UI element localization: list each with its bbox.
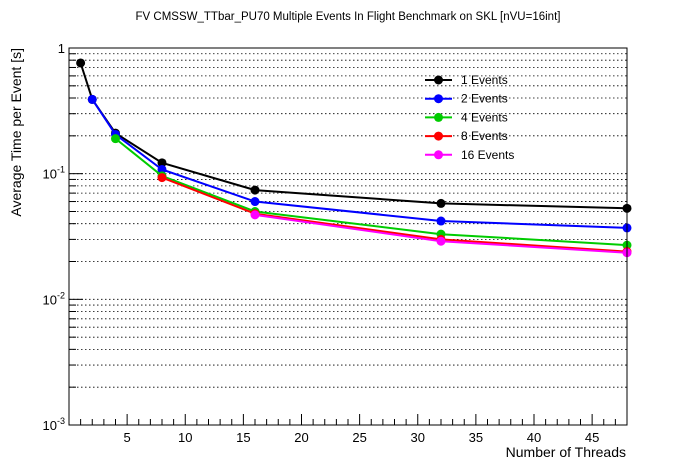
y-tick-exponent: -2 xyxy=(57,290,65,300)
y-tick-label: 10-3 xyxy=(43,416,65,433)
x-axis-label: Number of Threads xyxy=(506,444,626,460)
legend-entry: 1 Events xyxy=(461,73,508,87)
data-point xyxy=(250,197,260,207)
x-tick-label: 10 xyxy=(178,430,192,445)
x-tick-label: 30 xyxy=(411,430,425,445)
legend-marker xyxy=(434,112,443,122)
legend-entry: 16 Events xyxy=(461,148,514,162)
y-tick-mantissa: 10 xyxy=(43,292,57,307)
legend-entry: 2 Events xyxy=(461,92,508,106)
y-tick-exponent: -1 xyxy=(57,165,65,175)
y-tick-mantissa: 1 xyxy=(58,41,65,56)
y-tick-mantissa: 10 xyxy=(43,418,57,433)
y-tick-label: 10-1 xyxy=(43,165,65,182)
y-tick-label: 1 xyxy=(58,41,65,56)
x-tick-label: 35 xyxy=(469,430,483,445)
x-tick-label: 5 xyxy=(124,430,131,445)
data-point xyxy=(436,198,446,208)
legend-entry: 8 Events xyxy=(461,129,508,143)
plot-frame xyxy=(68,47,628,426)
y-tick-label: 10-2 xyxy=(43,290,65,307)
data-point xyxy=(87,94,97,104)
data-point xyxy=(436,216,446,226)
legend-marker xyxy=(434,150,443,160)
data-point xyxy=(157,164,167,174)
data-point xyxy=(436,236,446,246)
x-tick-label: 15 xyxy=(236,430,250,445)
legend-marker xyxy=(434,75,443,85)
legend-marker xyxy=(434,131,443,141)
y-axis-label: Average Time per Event [s] xyxy=(8,48,24,217)
x-tick-label: 40 xyxy=(527,430,541,445)
series-layer xyxy=(76,58,632,258)
data-point xyxy=(76,58,86,68)
series-line xyxy=(91,98,628,229)
legend: 1 Events 2 Events 4 Events 8 Events 16 Event… xyxy=(425,73,514,162)
x-tick-label: 45 xyxy=(585,430,599,445)
series-line xyxy=(161,176,628,253)
data-point xyxy=(111,134,120,144)
series-5 xyxy=(250,210,632,258)
x-tick-label: 20 xyxy=(294,430,308,445)
y-tick-exponent: -3 xyxy=(57,416,65,426)
legend-entry: 4 Events xyxy=(461,110,508,124)
legend-marker xyxy=(434,94,443,104)
grid xyxy=(69,53,627,388)
x-tick-label: 25 xyxy=(352,430,366,445)
data-point xyxy=(250,185,260,195)
series-2 xyxy=(87,94,632,233)
chart-title: FV CMSSW_TTbar_PU70 Multiple Events In F… xyxy=(136,11,561,23)
data-point xyxy=(157,173,167,183)
data-point xyxy=(157,158,167,168)
y-tick-mantissa: 10 xyxy=(43,167,57,182)
data-point xyxy=(250,210,260,220)
